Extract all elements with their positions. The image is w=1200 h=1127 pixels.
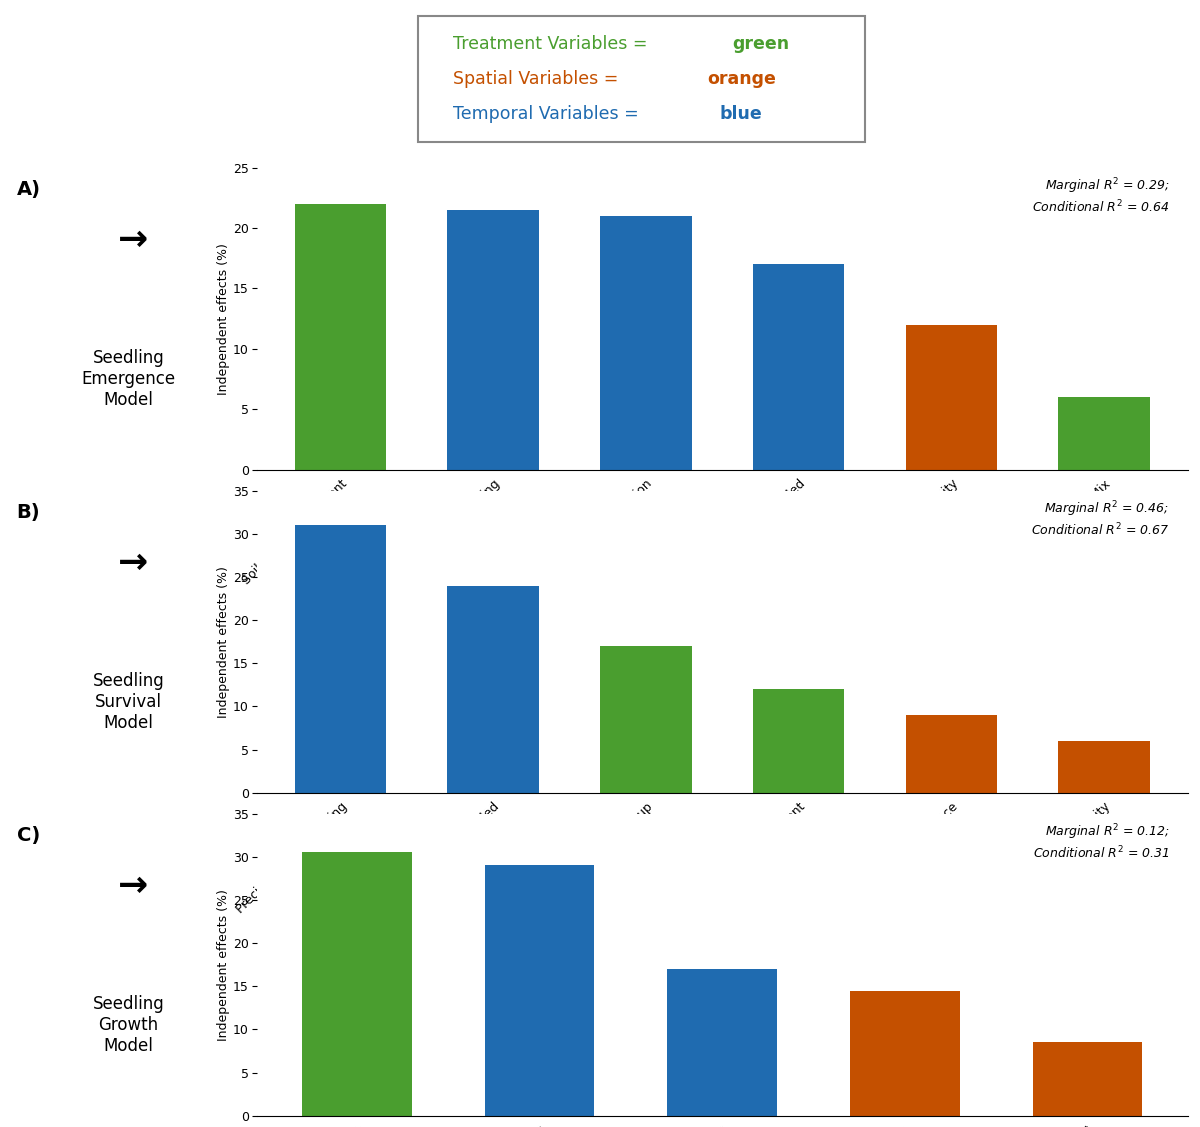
Text: Marginal $R^2$ = 0.46;
Conditional $R^2$ = 0.67: Marginal $R^2$ = 0.46; Conditional $R^2$… xyxy=(1031,499,1169,539)
Y-axis label: Independent effects (%): Independent effects (%) xyxy=(217,566,230,718)
Bar xyxy=(302,852,412,1116)
Bar xyxy=(448,210,539,470)
Y-axis label: Independent effects (%): Independent effects (%) xyxy=(217,889,230,1040)
Text: →: → xyxy=(118,547,149,580)
Bar xyxy=(295,204,386,470)
Text: Marginal $R^2$ = 0.29;
Conditional $R^2$ = 0.64: Marginal $R^2$ = 0.29; Conditional $R^2$… xyxy=(1032,177,1169,215)
Text: B): B) xyxy=(17,503,41,522)
Text: blue: blue xyxy=(720,105,762,123)
Text: Seedling
Growth
Model: Seedling Growth Model xyxy=(92,995,164,1055)
Bar xyxy=(752,689,845,792)
Y-axis label: Independent effects (%): Independent effects (%) xyxy=(217,242,230,394)
Text: A): A) xyxy=(17,179,41,198)
Text: C): C) xyxy=(17,826,40,844)
Text: Spatial Variables =: Spatial Variables = xyxy=(454,70,624,88)
Text: green: green xyxy=(732,35,790,53)
Bar xyxy=(850,991,960,1116)
Bar xyxy=(1058,740,1150,792)
Bar xyxy=(600,646,691,792)
Bar xyxy=(667,969,778,1116)
Bar xyxy=(1058,397,1150,470)
FancyBboxPatch shape xyxy=(418,16,864,142)
Bar xyxy=(1033,1042,1142,1116)
Bar xyxy=(752,264,845,470)
Text: →: → xyxy=(118,869,149,903)
Text: Seedling
Survival
Model: Seedling Survival Model xyxy=(92,673,164,731)
Bar xyxy=(295,525,386,792)
Text: →: → xyxy=(118,223,149,257)
Text: Marginal $R^2$ = 0.12;
Conditional $R^2$ = 0.31: Marginal $R^2$ = 0.12; Conditional $R^2$… xyxy=(1033,823,1169,861)
Text: Temporal Variables =: Temporal Variables = xyxy=(454,105,644,123)
Bar xyxy=(906,325,997,470)
Bar xyxy=(448,586,539,792)
Text: Seedling
Emergence
Model: Seedling Emergence Model xyxy=(82,349,175,409)
Bar xyxy=(485,866,594,1116)
Bar xyxy=(906,715,997,792)
Text: orange: orange xyxy=(707,70,776,88)
Text: Treatment Variables =: Treatment Variables = xyxy=(454,35,653,53)
Bar xyxy=(600,216,691,470)
